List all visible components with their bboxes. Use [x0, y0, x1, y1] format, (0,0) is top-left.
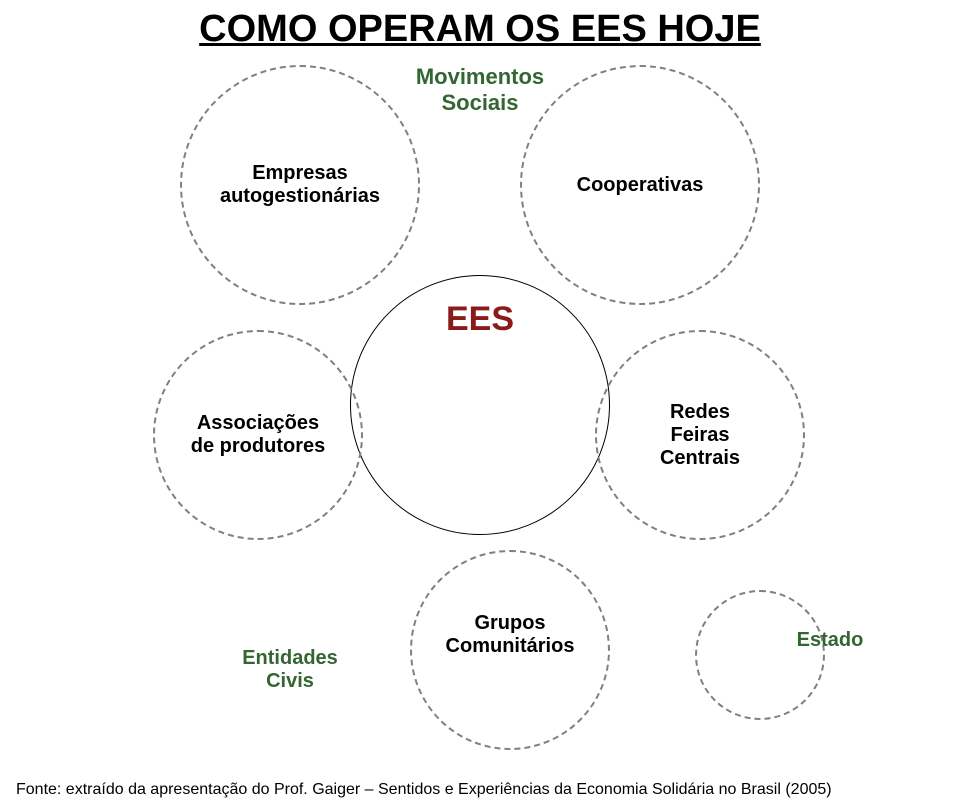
node-coop: Cooperativas	[530, 174, 750, 197]
node-entidades: EntidadesCivis	[200, 647, 380, 693]
page-title: COMO OPERAM OS EES HOJE	[0, 8, 960, 51]
subtitle-line2: Sociais	[441, 90, 518, 115]
footer-source: Fonte: extraído da apresentação do Prof.…	[0, 781, 960, 799]
node-empresas: Empresasautogestionárias	[190, 162, 410, 208]
node-grupos: GruposComunitários	[410, 612, 610, 658]
node-assoc: Associaçõesde produtores	[158, 412, 358, 458]
circle-bottom-right	[695, 590, 825, 720]
node-redes: RedesFeirasCentrais	[610, 401, 790, 470]
diagram-canvas: COMO OPERAM OS EES HOJE Movimentos Socia…	[0, 0, 960, 809]
node-ees: EES	[380, 300, 580, 339]
subtitle-line1: Movimentos	[416, 64, 544, 89]
node-estado: Estado	[760, 629, 900, 652]
